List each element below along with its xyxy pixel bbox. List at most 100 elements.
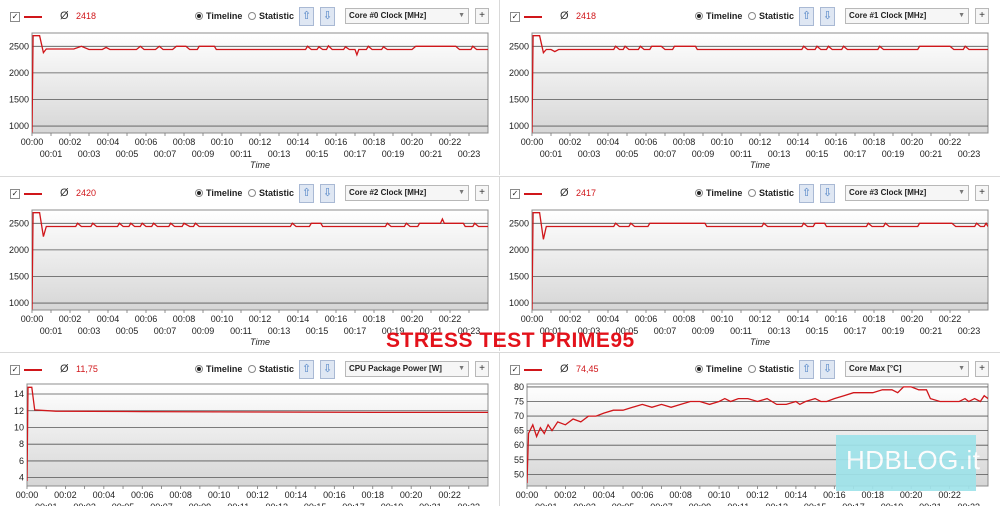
stress-test-headline: STRESS TEST PRIME95	[386, 329, 635, 352]
move-down-button[interactable]: ⇩	[320, 360, 335, 379]
statistic-radio[interactable]	[748, 189, 756, 197]
x-tick-label: 00:19	[382, 149, 405, 159]
series-line	[32, 35, 488, 133]
move-up-button[interactable]: ⇧	[299, 184, 314, 203]
statistic-radio[interactable]	[748, 12, 756, 20]
sensor-select[interactable]: CPU Package Power [W] ▼	[345, 361, 469, 377]
series-visible-checkbox[interactable]: ✓	[10, 189, 20, 199]
statistic-radio[interactable]	[248, 365, 256, 373]
statistic-radio[interactable]	[748, 365, 756, 373]
x-tick-label: 00:16	[825, 314, 848, 324]
chart-plot: 4 6 8 10 12 14 00:00 00:01 00:02 00:03 00:04 00:05 0…	[14, 383, 489, 506]
timeline-label: Timeline	[706, 188, 743, 198]
x-tick-label: 00:23	[458, 326, 481, 336]
add-chart-button[interactable]: +	[975, 185, 989, 201]
statistic-radio[interactable]	[248, 12, 256, 20]
x-tick-label: 00:23	[458, 149, 481, 159]
average-value: 2418	[576, 11, 597, 21]
series-visible-checkbox[interactable]: ✓	[10, 12, 20, 22]
series-visible-checkbox[interactable]: ✓	[510, 189, 520, 199]
add-chart-button[interactable]: +	[475, 361, 489, 377]
x-tick-label: 00:04	[597, 314, 620, 324]
y-tick-label: 1500	[509, 94, 529, 104]
chart-plot: 1000 1500 2000 2500 00:00 00:01 00:02 00:03 00:0…	[9, 209, 489, 347]
timeline-radio[interactable]	[695, 189, 703, 197]
timeline-label: Timeline	[206, 188, 243, 198]
x-tick-label: 00:18	[863, 137, 886, 147]
sensor-select[interactable]: Core Max [°C] ▼	[845, 361, 969, 377]
average-value: 11,75	[76, 364, 98, 374]
x-tick-label: 00:17	[844, 149, 867, 159]
x-tick-label: 00:18	[363, 314, 386, 324]
x-tick-label: 00:10	[211, 137, 234, 147]
statistic-label: Statistic	[259, 364, 295, 374]
add-chart-button[interactable]: +	[475, 8, 489, 24]
x-tick-label: 00:06	[135, 137, 158, 147]
x-tick-label: 00:13	[765, 502, 788, 506]
series-visible-checkbox[interactable]: ✓	[10, 365, 20, 375]
y-tick-label: 50	[514, 469, 524, 479]
add-chart-button[interactable]: +	[975, 8, 989, 24]
x-tick-label: 00:00	[521, 137, 544, 147]
x-tick-label: 00:23	[958, 502, 981, 506]
x-tick-label: 00:22	[438, 490, 461, 500]
x-tick-label: 00:20	[901, 314, 924, 324]
move-down-button[interactable]: ⇩	[320, 7, 335, 26]
move-down-button[interactable]: ⇩	[320, 184, 335, 203]
move-up-button[interactable]: ⇧	[299, 360, 314, 379]
sensor-select[interactable]: Core #2 Clock [MHz] ▼	[345, 185, 469, 201]
timeline-radio[interactable]	[195, 12, 203, 20]
x-tick-label: 00:02	[54, 490, 77, 500]
y-tick-label: 1500	[9, 271, 29, 281]
x-tick-label: 00:10	[708, 490, 731, 500]
x-tick-label: 00:08	[673, 137, 696, 147]
add-chart-button[interactable]: +	[975, 361, 989, 377]
chevron-down-icon: ▼	[458, 365, 465, 372]
x-tick-label: 00:06	[631, 490, 654, 500]
chart-panel-core3: ✓ Ø 2417 Timeline Statistic ⇧ ⇩ Core #3 …	[500, 176, 1000, 351]
x-tick-label: 00:04	[93, 490, 116, 500]
move-up-button[interactable]: ⇧	[799, 184, 814, 203]
average-symbol: Ø	[560, 363, 569, 375]
series-visible-checkbox[interactable]: ✓	[510, 12, 520, 22]
move-down-button[interactable]: ⇩	[820, 7, 835, 26]
sensor-select[interactable]: Core #0 Clock [MHz] ▼	[345, 8, 469, 24]
add-chart-button[interactable]: +	[475, 185, 489, 201]
x-tick-label: 00:02	[559, 314, 582, 324]
chart-panel-power: ✓ Ø 11,75 Timeline Statistic ⇧ ⇩ CPU Pac…	[0, 352, 500, 506]
timeline-radio[interactable]	[195, 365, 203, 373]
sensor-select[interactable]: Core #1 Clock [MHz] ▼	[845, 8, 969, 24]
move-down-button[interactable]: ⇩	[820, 184, 835, 203]
average-value: 74,45	[576, 364, 599, 374]
move-up-button[interactable]: ⇧	[799, 7, 814, 26]
series-line	[532, 35, 988, 133]
timeline-radio[interactable]	[695, 365, 703, 373]
x-tick-label: 00:11	[730, 149, 752, 159]
chart-panel-temperature: ✓ Ø 74,45 Timeline Statistic ⇧ ⇩ Core Ma…	[500, 352, 1000, 506]
y-tick-label: 1000	[9, 121, 29, 131]
series-visible-checkbox[interactable]: ✓	[510, 365, 520, 375]
series-color-swatch	[524, 193, 542, 195]
sensor-select[interactable]: Core #3 Clock [MHz] ▼	[845, 185, 969, 201]
x-tick-label: 00:13	[268, 326, 291, 336]
x-tick-label: 00:09	[692, 149, 715, 159]
timeline-radio[interactable]	[695, 12, 703, 20]
x-tick-label: 00:22	[439, 314, 462, 324]
move-down-button[interactable]: ⇩	[820, 360, 835, 379]
x-tick-label: 00:12	[249, 314, 272, 324]
y-tick-label: 2000	[509, 245, 529, 255]
x-tick-label: 00:05	[112, 502, 135, 506]
statistic-radio[interactable]	[248, 189, 256, 197]
timeline-radio[interactable]	[195, 189, 203, 197]
move-up-button[interactable]: ⇧	[799, 360, 814, 379]
y-tick-label: 1500	[509, 271, 529, 281]
average-symbol: Ø	[560, 10, 569, 22]
x-tick-label: 00:00	[521, 314, 544, 324]
x-tick-label: 00:17	[844, 326, 867, 336]
x-tick-label: 00:08	[669, 490, 692, 500]
average-value: 2418	[76, 11, 97, 21]
y-tick-label: 70	[514, 411, 524, 421]
x-tick-label: 00:21	[420, 149, 443, 159]
statistic-label: Statistic	[759, 11, 795, 21]
move-up-button[interactable]: ⇧	[299, 7, 314, 26]
